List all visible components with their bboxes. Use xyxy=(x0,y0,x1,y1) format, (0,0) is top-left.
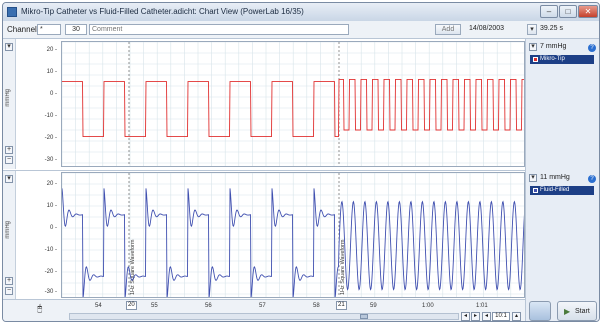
help-icon[interactable]: ? xyxy=(588,175,596,183)
channel-2-scale-up-icon[interactable]: + xyxy=(5,277,13,285)
channel-1-trace-plot[interactable] xyxy=(61,41,525,167)
channel-2-name-button[interactable]: Fluid-Filled xyxy=(530,186,594,195)
chart-view-window: Mikro-Tip Catheter vs Fluid-Filled Cathe… xyxy=(2,2,600,322)
close-button[interactable]: ✕ xyxy=(578,5,598,18)
channel-select[interactable]: * xyxy=(37,24,61,35)
channel-1-trace xyxy=(62,78,524,138)
time-menu-button[interactable]: ▾ xyxy=(527,24,537,35)
channel-1-color-swatch xyxy=(533,57,538,62)
channel-2-scale-strip: ▾ mmHg + − xyxy=(3,171,16,300)
channel-2-trace-plot[interactable]: 1Hz Square Waveform 1Hz Square Waveform xyxy=(61,172,525,298)
channel-1-scale-up-icon[interactable]: + xyxy=(5,146,13,154)
labchart-app-icon xyxy=(7,7,17,17)
channel-2-panel: ▾ mmHg + − 20 - 10 - 0 - -10 - -20 - -30… xyxy=(3,170,525,300)
comment-input[interactable] xyxy=(89,24,349,35)
y-tick: 20 - xyxy=(46,47,57,53)
comment-text: 1Hz Square Waveform xyxy=(130,239,136,295)
channel-2-unit: mmHg xyxy=(5,221,11,239)
x-tick: 56 xyxy=(205,303,212,309)
x-tick: 1:00 xyxy=(422,303,434,309)
window-title: Mikro-Tip Catheter vs Fluid-Filled Cathe… xyxy=(21,7,304,16)
y-tick: -20 - xyxy=(44,135,57,141)
y-tick: -30 - xyxy=(44,289,57,295)
channel-2-name: Fluid-Filled xyxy=(540,187,570,193)
cursor-time: 39.25 s xyxy=(540,25,563,32)
channel-1-panel: ▾ mmHg + − 20 - 10 - 0 - -10 - -20 - -30… xyxy=(3,39,525,169)
channel-2-range[interactable]: 11 mmHg xyxy=(540,174,570,181)
y-tick: -10 - xyxy=(44,113,57,119)
channel-2-color-swatch xyxy=(533,188,538,193)
channel-2-scale-down-icon[interactable]: − xyxy=(5,287,13,295)
y-tick: 10 - xyxy=(46,69,57,75)
channel-1-menu-icon[interactable]: ▾ xyxy=(5,43,13,51)
y-tick: 10 - xyxy=(46,203,57,209)
recording-date: 14/08/2003 xyxy=(469,25,505,32)
channel-2-trace xyxy=(62,188,524,297)
channel-controls-panel: ▾ 7 mmHg ? Mikro-Tip ▾ 11 mmHg ? Fluid-F… xyxy=(525,39,599,321)
start-button[interactable]: ▶ Start xyxy=(557,301,597,321)
y-tick: 20 - xyxy=(46,181,57,187)
add-comment-button[interactable]: Add xyxy=(435,24,461,35)
y-tick: -30 - xyxy=(44,157,57,163)
channel-1-range-menu-icon[interactable]: ▾ xyxy=(529,43,537,51)
minimize-button[interactable]: – xyxy=(540,5,558,18)
block-number[interactable]: 20 xyxy=(126,301,137,310)
y-tick: 0 - xyxy=(49,91,57,97)
x-tick: 57 xyxy=(259,303,266,309)
comment-number-field[interactable]: 30 xyxy=(65,24,87,35)
x-tick: 55 xyxy=(151,303,158,309)
time-axis-bar: 🖰 54 20 55 56 57 58 21 59 1:00 1:01 ◂ ▸ … xyxy=(3,299,525,321)
y-tick: 0 - xyxy=(49,225,57,231)
y-tick: -20 - xyxy=(44,269,57,275)
x-tick: 1:01 xyxy=(476,303,488,309)
x-tick: 59 xyxy=(370,303,377,309)
block-number[interactable]: 21 xyxy=(336,301,347,310)
help-icon[interactable]: ? xyxy=(588,44,596,52)
play-icon: ▶ xyxy=(564,307,571,316)
zoom-out-icon[interactable]: ◂ xyxy=(482,312,491,321)
channel-1-name: Mikro-Tip xyxy=(540,56,565,62)
title-bar[interactable]: Mikro-Tip Catheter vs Fluid-Filled Cathe… xyxy=(3,3,599,21)
overview-icon[interactable] xyxy=(529,301,551,321)
channel-label: Channel xyxy=(7,25,37,34)
channel-2-menu-icon[interactable]: ▾ xyxy=(5,175,13,183)
mouse-icon: 🖰 xyxy=(37,303,43,313)
channel-1-grid xyxy=(62,42,524,166)
channel-2-range-menu-icon[interactable]: ▾ xyxy=(529,174,537,182)
zoom-menu-icon[interactable]: ▴ xyxy=(512,312,521,321)
comment-toolbar: Channel * 30 Add 14/08/2003 ▾ 39.25 s xyxy=(3,21,599,39)
channel-1-scale-down-icon[interactable]: − xyxy=(5,156,13,164)
channel-1-name-button[interactable]: Mikro-Tip xyxy=(530,55,594,64)
scroll-left-icon[interactable]: ◂ xyxy=(461,312,470,321)
y-tick: -10 - xyxy=(44,247,57,253)
x-tick: 54 xyxy=(95,303,102,309)
channel-1-range[interactable]: 7 mmHg xyxy=(540,43,567,50)
scrollbar-thumb[interactable] xyxy=(360,314,368,319)
time-scrollbar[interactable] xyxy=(69,313,459,320)
start-label: Start xyxy=(575,308,590,315)
zoom-ratio[interactable]: 10:1 xyxy=(492,312,510,321)
comment-text: 1Hz Square Waveform xyxy=(340,239,346,295)
channel-1-scale-strip: ▾ mmHg + − xyxy=(3,39,16,169)
maximize-button[interactable]: □ xyxy=(559,5,577,18)
scroll-right-icon[interactable]: ▸ xyxy=(471,312,480,321)
chart-area: ▾ mmHg + − 20 - 10 - 0 - -10 - -20 - -30… xyxy=(3,39,525,300)
x-tick: 58 xyxy=(313,303,320,309)
channel-1-unit: mmHg xyxy=(5,89,11,107)
